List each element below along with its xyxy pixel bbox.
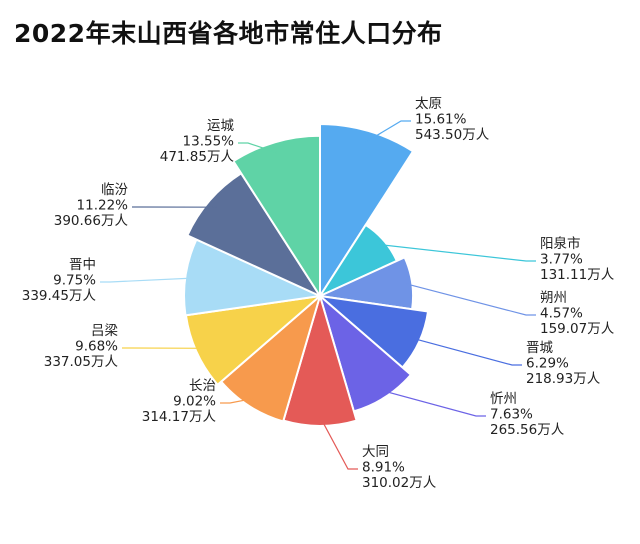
slice-label-percent: 3.77% [540,252,583,268]
slice-label-name: 长治 [189,378,216,394]
slice-label-value_label: 314.17万人 [142,409,217,425]
leader-line-太原 [364,120,411,144]
slice-太原 [319,122,415,300]
leader-line-大同 [319,416,358,470]
slice-label-阳泉市: 阳泉市 3.77% 131.11万人 [540,235,615,283]
slice-label-value_label: 390.66万人 [54,213,129,229]
slice-label-长治: 长治 9.02% 314.17万人 [142,378,217,425]
slice-label-name: 临汾 [101,182,128,198]
slice-label-name: 吕梁 [91,323,118,339]
slice-label-percent: 6.29% [526,356,569,372]
slice-label-percent: 9.68% [75,339,118,355]
slice-label-name: 大同 [362,444,389,460]
slice-label-value_label: 218.93万人 [526,371,601,387]
slice-label-percent: 9.02% [173,394,216,410]
slice-label-name: 运城 [207,118,234,134]
slice-label-percent: 11.22% [77,198,129,214]
slice-label-name: 晋城 [526,340,554,356]
slice-label-percent: 15.61% [415,112,467,128]
slice-label-name: 朔州 [540,290,567,306]
slice-label-忻州: 忻州 7.63% 265.56万人 [490,391,565,438]
slice-label-value_label: 543.50万人 [415,127,490,143]
slice-label-percent: 4.57% [540,306,583,322]
slice-label-percent: 13.55% [183,134,235,150]
slice-label-name: 太原 [415,96,442,112]
leader-line-阳泉市 [379,244,536,262]
slice-label-value_label: 471.85万人 [160,149,235,165]
slice-运城 [231,134,321,300]
slice-label-percent: 7.63% [490,407,533,423]
leader-line-晋中 [100,277,195,283]
slice-label-晋城: 晋城 6.29% 218.93万人 [526,340,601,387]
slice-label-percent: 9.75% [53,273,96,289]
slice-label-朔州: 朔州 4.57% 159.07万人 [540,290,615,337]
leader-line-长治 [220,397,255,404]
slice-label-name: 阳泉市 [540,235,581,252]
leader-line-忻州 [380,389,486,417]
slice-label-value_label: 131.11万人 [540,267,615,283]
slice-label-太原: 太原 15.61% 543.50万人 [415,96,490,143]
slice-临汾 [186,171,323,299]
slice-label-临汾: 临汾 11.22% 390.66万人 [54,182,129,229]
chart-title: 2022年末山西省各地市常住人口分布 [14,19,443,48]
slice-label-name: 忻州 [490,391,517,407]
slice-label-value_label: 265.56万人 [490,422,565,438]
slice-label-吕梁: 吕梁 9.68% 337.05万人 [44,323,119,370]
slice-label-value_label: 337.05万人 [44,354,119,370]
leader-line-朔州 [405,283,536,316]
slice-label-value_label: 159.07万人 [540,321,615,337]
slice-label-value_label: 339.45万人 [22,288,97,304]
slice-label-晋中: 晋中 9.75% 339.45万人 [22,257,97,304]
leader-line-运城 [238,142,279,154]
slice-label-value_label: 310.02万人 [362,475,437,491]
slice-label-运城: 运城 13.55% 471.85万人 [160,118,235,165]
slice-label-大同: 大同 8.91% 310.02万人 [362,444,437,491]
slice-label-percent: 8.91% [362,460,405,476]
slice-label-name: 晋中 [69,257,96,273]
leader-line-晋城 [412,337,522,366]
